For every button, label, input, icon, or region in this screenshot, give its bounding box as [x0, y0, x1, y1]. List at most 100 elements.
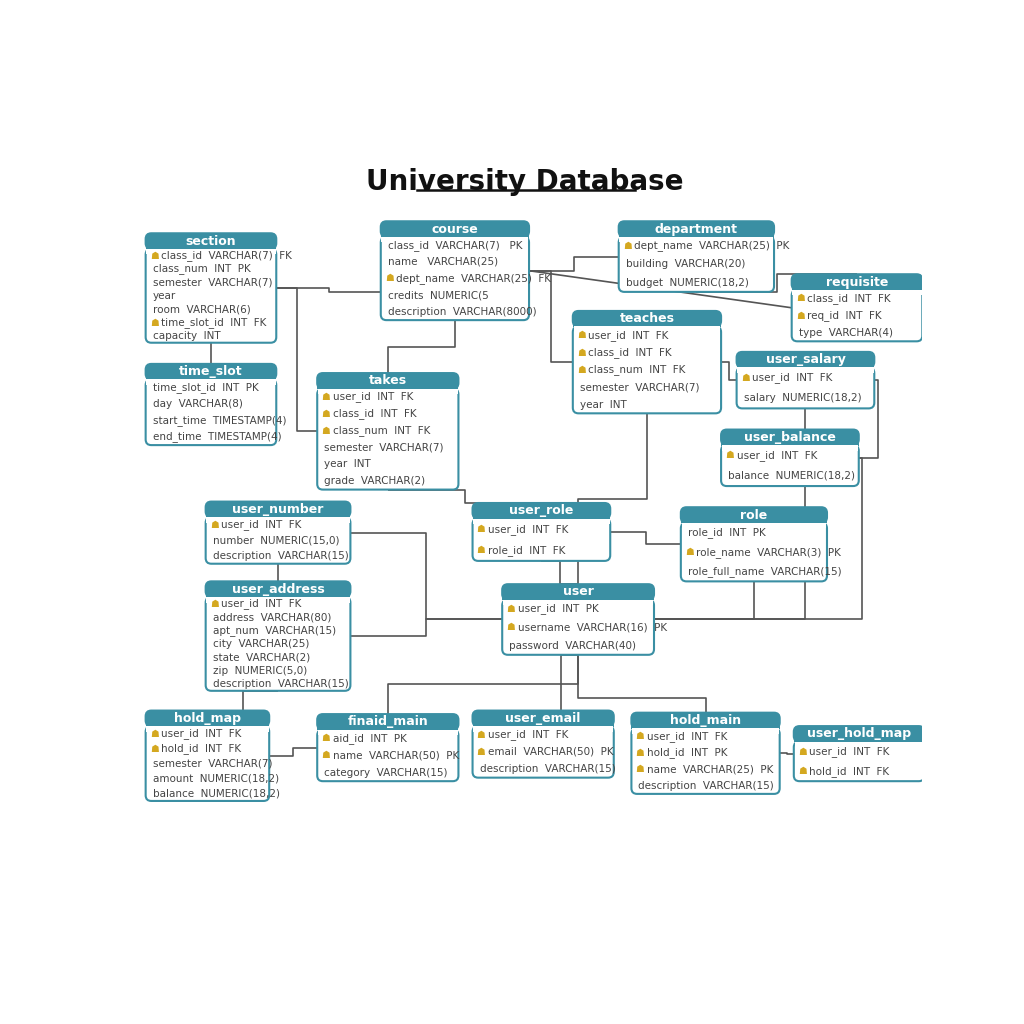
- FancyBboxPatch shape: [736, 368, 874, 409]
- Text: hold_main: hold_main: [670, 714, 741, 727]
- Text: name  VARCHAR(50)  PK: name VARCHAR(50) PK: [333, 751, 459, 761]
- Text: credits  NUMERIC(5: credits NUMERIC(5: [388, 290, 488, 300]
- Text: description  VARCHAR(15): description VARCHAR(15): [639, 780, 774, 791]
- Text: username  VARCHAR(16)  PK: username VARCHAR(16) PK: [518, 623, 667, 632]
- Text: section: section: [185, 234, 237, 248]
- Text: ☗: ☗: [796, 293, 805, 303]
- Text: user_address: user_address: [231, 583, 325, 596]
- Bar: [681, 515, 827, 523]
- Text: user_hold_map: user_hold_map: [807, 727, 911, 740]
- FancyBboxPatch shape: [681, 507, 827, 523]
- FancyBboxPatch shape: [317, 714, 459, 730]
- Bar: [503, 600, 653, 605]
- Text: user_id  INT  FK: user_id INT FK: [488, 523, 568, 535]
- FancyBboxPatch shape: [502, 585, 654, 600]
- Bar: [736, 359, 874, 369]
- Text: user_id  INT  FK: user_id INT FK: [589, 330, 669, 341]
- Text: user_id  INT  PK: user_id INT PK: [518, 603, 598, 614]
- Bar: [146, 249, 275, 255]
- Bar: [572, 318, 721, 328]
- Bar: [145, 241, 276, 250]
- Text: year: year: [153, 291, 176, 301]
- Text: city  VARCHAR(25): city VARCHAR(25): [213, 639, 309, 649]
- Text: description  VARCHAR(15): description VARCHAR(15): [213, 679, 348, 689]
- Text: hold_map: hold_map: [174, 712, 241, 725]
- Text: year  INT: year INT: [325, 460, 371, 469]
- Bar: [206, 509, 350, 518]
- Bar: [145, 719, 269, 727]
- Text: user_email: user_email: [506, 712, 581, 725]
- Bar: [620, 237, 773, 243]
- FancyBboxPatch shape: [572, 327, 721, 414]
- Text: ☗: ☗: [685, 547, 693, 557]
- Text: aid_id  INT  PK: aid_id INT PK: [333, 733, 407, 743]
- Text: ☗: ☗: [623, 241, 632, 251]
- Bar: [632, 721, 779, 729]
- Text: balance  NUMERIC(18,2): balance NUMERIC(18,2): [728, 471, 855, 481]
- Bar: [722, 445, 858, 451]
- FancyBboxPatch shape: [792, 274, 923, 290]
- Text: user_id  INT  FK: user_id INT FK: [221, 598, 302, 609]
- Bar: [795, 741, 924, 748]
- Bar: [472, 511, 610, 519]
- Bar: [317, 730, 458, 735]
- Text: role_id  INT  PK: role_id INT PK: [688, 527, 766, 538]
- Text: class_id  VARCHAR(7)   PK: class_id VARCHAR(7) PK: [388, 240, 522, 251]
- Text: balance  NUMERIC(18,2): balance NUMERIC(18,2): [153, 788, 280, 799]
- Text: role_full_name  VARCHAR(15): role_full_name VARCHAR(15): [688, 566, 842, 578]
- Text: building  VARCHAR(20): building VARCHAR(20): [626, 259, 745, 269]
- Text: password  VARCHAR(40): password VARCHAR(40): [509, 641, 636, 650]
- Text: time_slot_id  INT  FK: time_slot_id INT FK: [161, 317, 266, 328]
- Text: user_id  INT  FK: user_id INT FK: [161, 728, 242, 739]
- Bar: [317, 381, 459, 389]
- FancyBboxPatch shape: [472, 518, 610, 561]
- FancyBboxPatch shape: [145, 233, 276, 249]
- Text: class_num  INT  FK: class_num INT FK: [589, 365, 686, 376]
- Text: ☗: ☗: [636, 731, 644, 741]
- Text: ☗: ☗: [636, 764, 644, 774]
- Text: user_id  INT  FK: user_id INT FK: [736, 450, 817, 461]
- FancyBboxPatch shape: [472, 726, 613, 777]
- Bar: [317, 389, 458, 394]
- Bar: [146, 380, 275, 385]
- Text: ☗: ☗: [150, 743, 159, 754]
- FancyBboxPatch shape: [145, 711, 269, 726]
- FancyBboxPatch shape: [632, 713, 779, 728]
- Text: teaches: teaches: [620, 312, 675, 326]
- FancyBboxPatch shape: [317, 730, 459, 781]
- FancyBboxPatch shape: [794, 726, 925, 741]
- Text: salary  NUMERIC(18,2): salary NUMERIC(18,2): [743, 393, 861, 403]
- FancyBboxPatch shape: [794, 741, 925, 781]
- Text: user_id  INT  FK: user_id INT FK: [809, 746, 890, 757]
- Text: name  VARCHAR(25)  PK: name VARCHAR(25) PK: [647, 764, 773, 774]
- Bar: [206, 589, 350, 598]
- Text: ☗: ☗: [725, 451, 734, 461]
- Text: ☗: ☗: [150, 251, 159, 260]
- Text: University Database: University Database: [366, 169, 684, 197]
- Text: semester  VARCHAR(7): semester VARCHAR(7): [153, 278, 272, 288]
- FancyBboxPatch shape: [206, 582, 350, 597]
- FancyBboxPatch shape: [381, 221, 529, 237]
- Text: zip  NUMERIC(5,0): zip NUMERIC(5,0): [213, 666, 307, 676]
- FancyBboxPatch shape: [206, 502, 350, 517]
- Bar: [794, 734, 925, 742]
- Text: class_id  VARCHAR(7)  FK: class_id VARCHAR(7) FK: [161, 250, 292, 261]
- FancyBboxPatch shape: [472, 711, 613, 726]
- Text: semester  VARCHAR(7): semester VARCHAR(7): [325, 442, 443, 453]
- Text: semester  VARCHAR(7): semester VARCHAR(7): [580, 382, 699, 392]
- FancyBboxPatch shape: [145, 249, 276, 343]
- Text: class_num  INT  PK: class_num INT PK: [153, 263, 251, 274]
- Text: room  VARCHAR(6): room VARCHAR(6): [153, 304, 251, 314]
- Text: ☗: ☗: [476, 730, 485, 739]
- Text: dept_name  VARCHAR(25)  PK: dept_name VARCHAR(25) PK: [634, 241, 790, 252]
- Text: user_id  INT  FK: user_id INT FK: [333, 391, 413, 402]
- Text: ☗: ☗: [577, 365, 586, 375]
- FancyBboxPatch shape: [632, 728, 779, 794]
- Text: hold_id  INT  PK: hold_id INT PK: [647, 748, 727, 759]
- Bar: [207, 517, 350, 523]
- Bar: [793, 290, 922, 295]
- Text: ☗: ☗: [476, 546, 485, 555]
- Text: amount  NUMERIC(18,2): amount NUMERIC(18,2): [153, 773, 279, 783]
- Text: ☗: ☗: [798, 766, 807, 776]
- Text: finaid_main: finaid_main: [347, 716, 428, 728]
